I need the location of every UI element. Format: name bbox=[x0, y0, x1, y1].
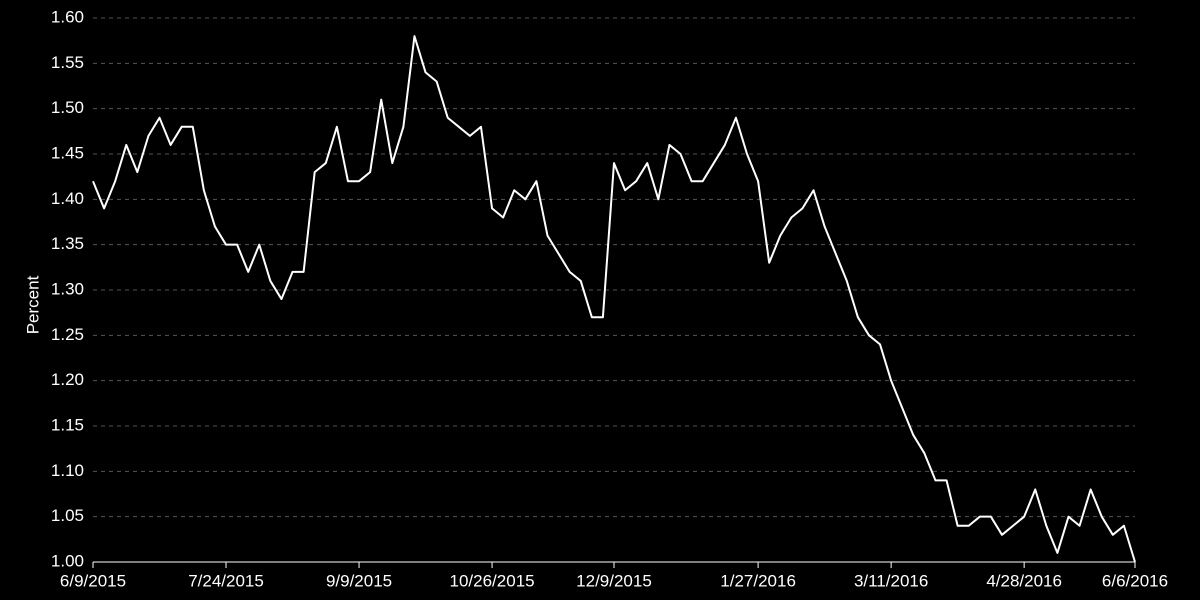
line-series bbox=[92, 35, 1136, 563]
y-tick-label: 1.35 bbox=[51, 234, 84, 253]
y-tick-label: 1.05 bbox=[51, 506, 84, 525]
y-tick-label: 1.25 bbox=[51, 325, 84, 344]
x-tick-label: 7/24/2015 bbox=[188, 571, 264, 590]
x-tick-label: 4/28/2016 bbox=[986, 571, 1062, 590]
x-tick-label: 12/9/2015 bbox=[576, 571, 652, 590]
x-tick-label: 3/11/2016 bbox=[854, 571, 928, 590]
y-tick-label: 1.45 bbox=[51, 143, 84, 162]
x-tick-label: 1/27/2016 bbox=[720, 571, 796, 590]
y-tick-label: 1.55 bbox=[51, 53, 84, 72]
x-tick-label: 10/26/2015 bbox=[450, 571, 535, 590]
x-tick-label: 6/6/2016 bbox=[1102, 571, 1168, 590]
y-tick-label: 1.30 bbox=[51, 279, 84, 298]
y-tick-label: 1.40 bbox=[51, 189, 84, 208]
y-axis-label: Percent bbox=[23, 275, 42, 334]
y-tick-label: 1.50 bbox=[51, 98, 84, 117]
y-tick-label: 1.00 bbox=[51, 551, 84, 570]
y-tick-label: 1.15 bbox=[51, 415, 84, 434]
x-tick-label: 6/9/2015 bbox=[60, 571, 126, 590]
y-tick-label: 1.10 bbox=[51, 461, 84, 480]
x-tick-label: 9/9/2015 bbox=[326, 571, 392, 590]
y-tick-label: 1.60 bbox=[51, 7, 84, 26]
y-tick-label: 1.20 bbox=[51, 370, 84, 389]
